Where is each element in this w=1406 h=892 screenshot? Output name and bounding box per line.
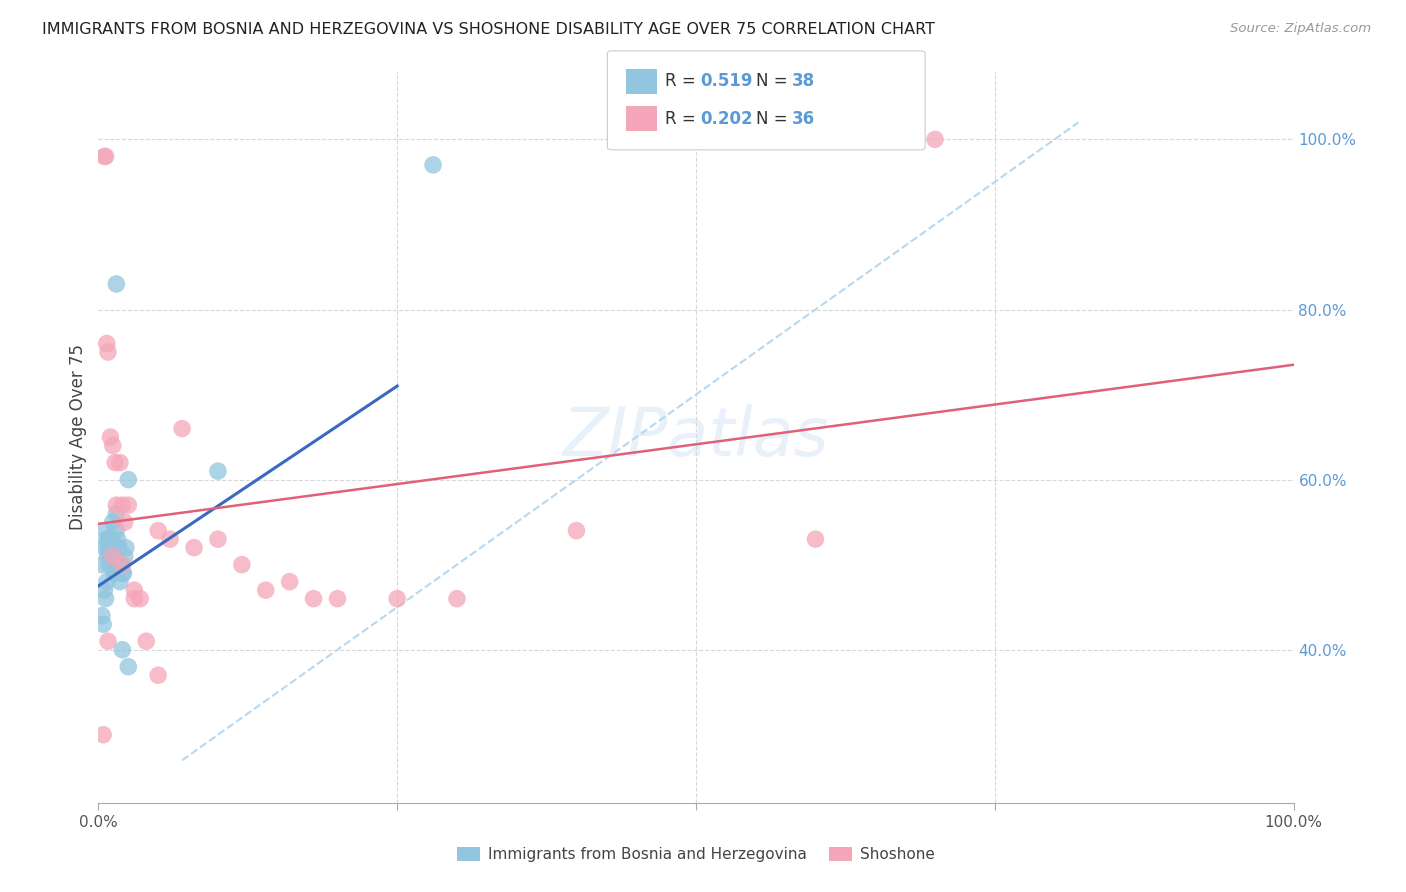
Point [135,634,157,648]
Point [111,498,134,512]
Point [117,659,139,673]
Text: R =: R = [665,72,702,90]
Point [110,558,132,572]
Point [111,558,134,572]
Point [148,668,170,682]
Point [129,591,152,606]
Point [804,532,827,546]
Point [97,345,120,359]
Point [104,566,127,581]
Point [124,591,146,606]
Point [326,591,349,606]
Point [115,541,138,555]
Point [101,515,124,529]
Point [105,524,128,538]
Point [183,541,205,555]
Point [91,608,114,623]
Text: N =: N = [756,72,793,90]
Point [96,336,118,351]
Point [103,566,125,581]
Point [94,524,117,538]
Point [105,498,128,512]
Point [105,277,128,291]
Point [117,498,139,512]
Point [159,532,181,546]
Point [231,558,253,572]
Point [114,549,136,563]
Point [93,541,115,555]
Point [108,456,131,470]
Point [107,541,129,555]
Text: 36: 36 [792,110,814,128]
Point [565,524,588,538]
Point [105,507,128,521]
Text: R =: R = [665,110,702,128]
Point [107,532,129,546]
Point [114,515,136,529]
Point [100,549,122,563]
Point [108,574,131,589]
Text: Source: ZipAtlas.com: Source: ZipAtlas.com [1230,22,1371,36]
Point [112,566,135,581]
Text: ZIPatlas: ZIPatlas [562,404,830,470]
Point [91,617,114,632]
Point [446,591,468,606]
Point [302,591,325,606]
Point [94,591,117,606]
Point [103,549,125,563]
Point [207,464,229,478]
Point [97,541,120,555]
Point [101,549,124,563]
Point [111,642,134,657]
Point [91,728,114,742]
Text: 0.202: 0.202 [700,110,752,128]
Point [98,558,121,572]
Point [93,149,115,163]
Y-axis label: Disability Age Over 75: Disability Age Over 75 [69,344,87,530]
Point [124,583,146,598]
Point [93,583,115,598]
Point [97,549,120,563]
Point [278,574,301,589]
Point [385,591,409,606]
Point [172,421,194,435]
Point [96,532,118,546]
Point [98,532,121,546]
Point [107,541,129,555]
Text: 0.519: 0.519 [700,72,752,90]
Text: IMMIGRANTS FROM BOSNIA AND HERZEGOVINA VS SHOSHONE DISABILITY AGE OVER 75 CORREL: IMMIGRANTS FROM BOSNIA AND HERZEGOVINA V… [42,22,935,37]
Point [110,558,132,572]
Point [111,566,134,581]
Point [94,149,117,163]
Point [91,558,114,572]
Legend: Immigrants from Bosnia and Herzegovina, Shoshone: Immigrants from Bosnia and Herzegovina, … [451,841,941,868]
Point [104,456,127,470]
Point [98,430,122,444]
Text: 38: 38 [792,72,814,90]
Point [207,532,229,546]
Point [101,439,124,453]
Point [98,541,122,555]
Point [924,132,946,146]
Point [422,158,444,172]
Point [100,532,122,546]
Point [148,524,170,538]
Point [254,583,277,598]
Point [97,634,120,648]
Text: N =: N = [756,110,793,128]
Point [117,473,139,487]
Point [96,574,118,589]
